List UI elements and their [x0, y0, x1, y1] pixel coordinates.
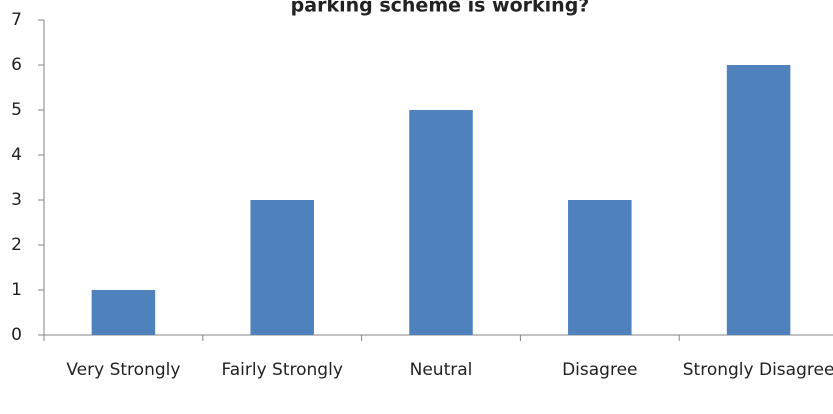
bar — [568, 200, 632, 335]
chart-title: parking scheme is working? — [291, 0, 590, 17]
y-tick-label: 0 — [11, 325, 22, 345]
x-tick-label: Disagree — [562, 360, 637, 380]
x-tick-label: Fairly Strongly — [222, 360, 343, 380]
y-tick-label: 2 — [11, 235, 22, 255]
x-tick-label: Very Strongly — [66, 360, 180, 380]
bar — [726, 65, 791, 335]
y-tick-label: 1 — [11, 280, 22, 300]
bar — [91, 290, 156, 335]
y-tick-label: 6 — [11, 55, 22, 75]
x-tick-label: Strongly Disagree — [683, 360, 833, 380]
bar — [250, 200, 314, 335]
x-tick-label: Neutral — [410, 360, 473, 380]
y-tick-label: 3 — [11, 190, 22, 210]
bar — [409, 110, 473, 335]
y-tick-label: 5 — [11, 100, 22, 120]
y-tick-label: 4 — [11, 145, 22, 165]
y-tick-label: 7 — [11, 10, 22, 30]
